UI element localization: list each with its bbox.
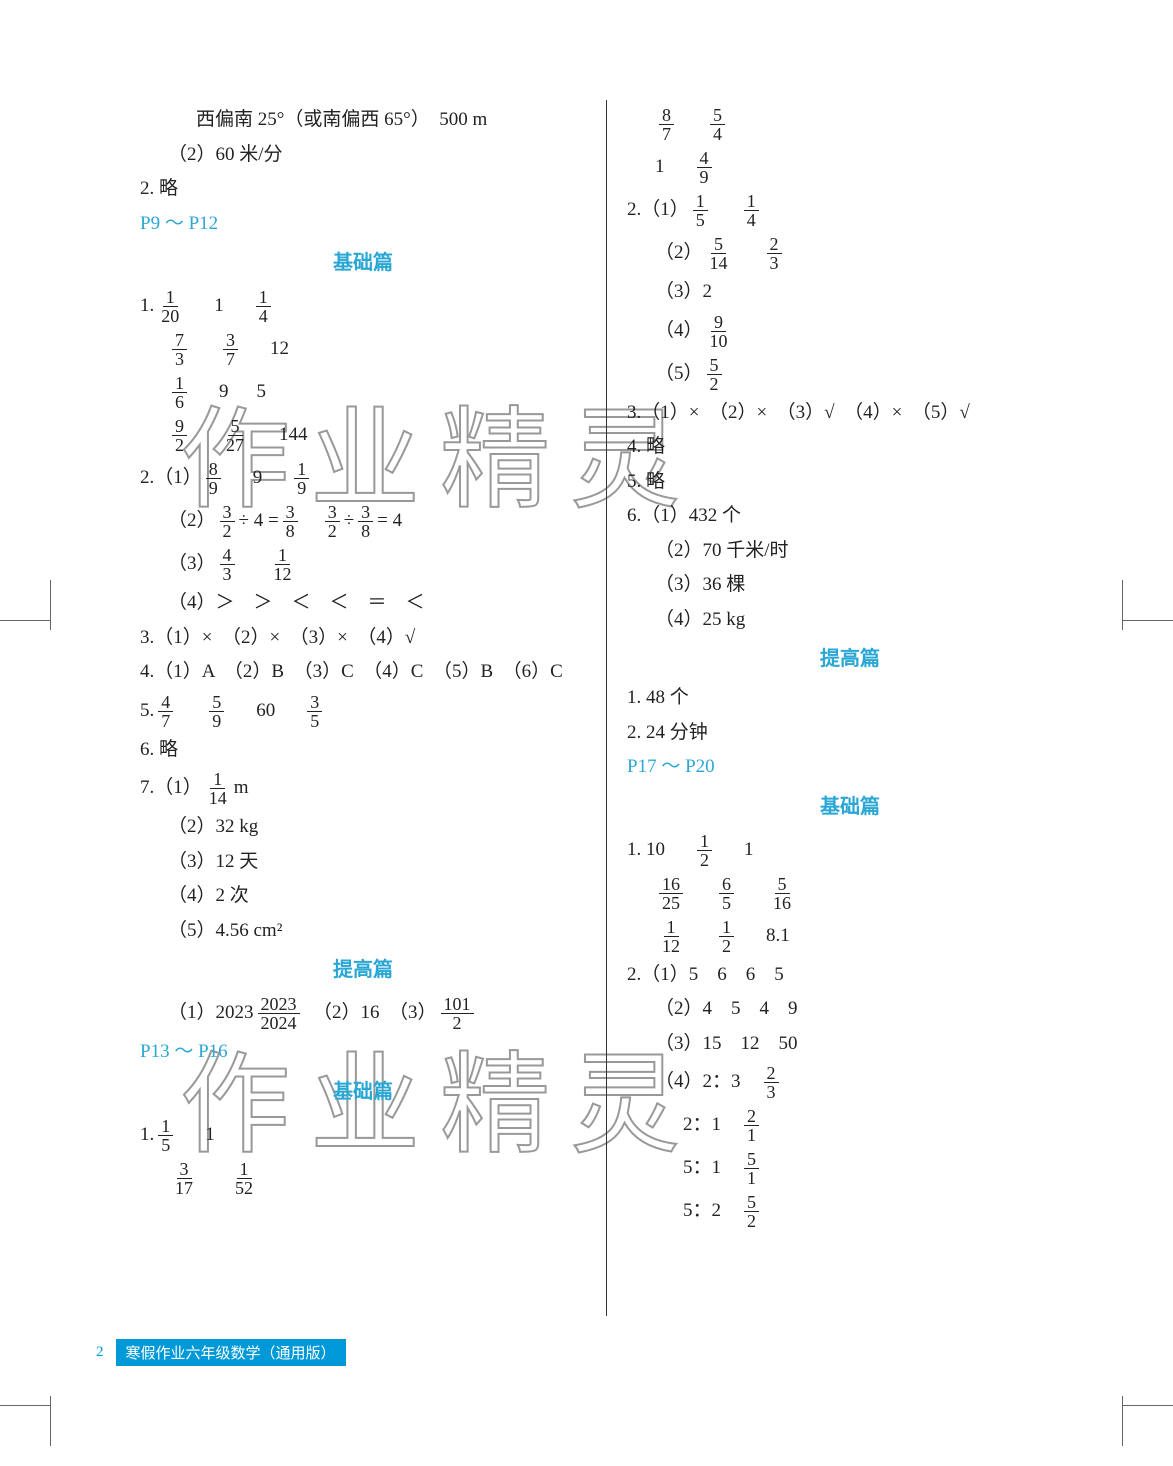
answer-row: 2.（1）1514 bbox=[627, 192, 1073, 229]
footer-badge: 寒假作业六年级数学（通用版） bbox=[116, 1339, 346, 1366]
section-heading: 提高篇 bbox=[140, 955, 586, 985]
section-heading: 基础篇 bbox=[140, 1077, 586, 1107]
answer-row: 5：1 51 bbox=[627, 1150, 1073, 1187]
crop-mark bbox=[1113, 580, 1173, 640]
answer-row: 5.47596035 bbox=[140, 693, 586, 730]
crop-mark bbox=[0, 1386, 60, 1446]
answer-row: 2. 24 分钟 bbox=[627, 719, 1073, 748]
answer-row: 317152 bbox=[140, 1160, 586, 1197]
answer-row: （5）52 bbox=[627, 356, 1073, 393]
answer-row: 4. 略 bbox=[627, 433, 1073, 462]
text-line: 西偏南 25°（或南偏西 65°） 500 m bbox=[140, 106, 586, 135]
answer-row: 1695 bbox=[140, 374, 586, 411]
page: 作业精灵 作业精灵 西偏南 25°（或南偏西 65°） 500 m （2）60 … bbox=[0, 0, 1173, 1466]
answer-row: （1）202320232024 （2）16 （3）1012 bbox=[140, 995, 586, 1032]
answer-row: （4）25 kg bbox=[627, 606, 1073, 635]
answer-row: （4）910 bbox=[627, 313, 1073, 350]
answer-row: 1. 48 个 bbox=[627, 684, 1073, 713]
crop-mark bbox=[1113, 1386, 1173, 1446]
answer-row: （4）2：3 23 bbox=[627, 1064, 1073, 1101]
left-column: 西偏南 25°（或南偏西 65°） 500 m （2）60 米/分 2. 略 P… bbox=[130, 100, 607, 1316]
answer-row: 8754 bbox=[627, 106, 1073, 143]
page-number: 2 bbox=[90, 1342, 110, 1363]
section-heading: 基础篇 bbox=[627, 792, 1073, 822]
answer-row: （3）15 12 50 bbox=[627, 1030, 1073, 1059]
page-footer: 2 寒假作业六年级数学（通用版） bbox=[90, 1339, 346, 1366]
page-range-link: P17 ～ P20 bbox=[627, 753, 1073, 782]
answer-row: （2）32 kg bbox=[140, 813, 586, 842]
answer-row: 3.（1）× （2）× （3）× （4）√ bbox=[140, 624, 586, 653]
answer-row: （2）32 ÷ 4 = 38 32 ÷ 38 = 4 bbox=[140, 503, 586, 540]
answer-row: （2）70 千米/时 bbox=[627, 537, 1073, 566]
answer-row: 112128.1 bbox=[627, 918, 1073, 955]
answer-row: 149 bbox=[627, 149, 1073, 186]
answer-row: 1.151 bbox=[140, 1117, 586, 1154]
content-area: 西偏南 25°（或南偏西 65°） 500 m （2）60 米/分 2. 略 P… bbox=[130, 100, 1083, 1316]
answer-row: 5. 略 bbox=[627, 468, 1073, 497]
page-range-link: P9 ～ P12 bbox=[140, 210, 586, 239]
answer-row: 2.（1）5 6 6 5 bbox=[627, 961, 1073, 990]
answer-row: 5：2 52 bbox=[627, 1193, 1073, 1230]
text-line: 2. 略 bbox=[140, 175, 586, 204]
answer-row: 3.（1）× （2）× （3）√ （4）× （5）√ bbox=[627, 399, 1073, 428]
answer-row: （2）4 5 4 9 bbox=[627, 995, 1073, 1024]
answer-row: （3）43112 bbox=[140, 546, 586, 583]
answer-row: 2.（1）89919 bbox=[140, 460, 586, 497]
answer-row: 6. 略 bbox=[140, 736, 586, 765]
answer-row: （3）2 bbox=[627, 278, 1073, 307]
text-line: （2）60 米/分 bbox=[140, 141, 586, 170]
answer-row: 1.120114 bbox=[140, 288, 586, 325]
page-range-link: P13 ～ P16 bbox=[140, 1038, 586, 1067]
answer-row: （4）2 次 bbox=[140, 882, 586, 911]
answer-row: 2：1 21 bbox=[627, 1107, 1073, 1144]
answer-row: 1. 10121 bbox=[627, 832, 1073, 869]
section-heading: 基础篇 bbox=[140, 248, 586, 278]
answer-row: （2）51423 bbox=[627, 235, 1073, 272]
answer-row: 92527144 bbox=[140, 417, 586, 454]
answer-row: （4）＞ ＞ ＜ ＜ ＝ ＜ bbox=[140, 589, 586, 618]
answer-row: 162565516 bbox=[627, 875, 1073, 912]
answer-row: 4.（1）A （2）B （3）C （4）C （5）B （6）C bbox=[140, 658, 586, 687]
answer-row: 7.（1）114 m bbox=[140, 770, 586, 807]
answer-row: （3）36 棵 bbox=[627, 571, 1073, 600]
section-heading: 提高篇 bbox=[627, 644, 1073, 674]
answer-row: （5）4.56 cm² bbox=[140, 917, 586, 946]
answer-row: 733712 bbox=[140, 331, 586, 368]
crop-mark bbox=[0, 580, 60, 640]
answer-row: （3）12 天 bbox=[140, 848, 586, 877]
right-column: 8754 149 2.（1）1514 （2）51423 （3）2 （4）910 … bbox=[607, 100, 1083, 1316]
answer-row: 6.（1）432 个 bbox=[627, 502, 1073, 531]
